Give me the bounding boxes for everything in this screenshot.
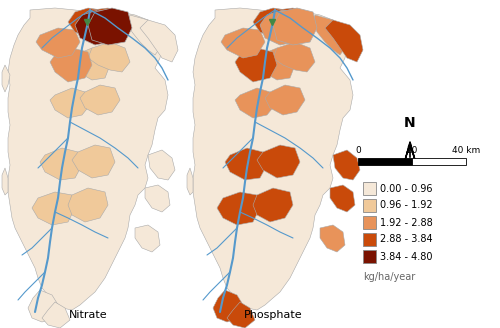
Text: 1.92 - 2.88: 1.92 - 2.88 xyxy=(380,217,433,228)
Polygon shape xyxy=(32,192,75,225)
Polygon shape xyxy=(260,10,303,45)
Polygon shape xyxy=(405,142,410,160)
Text: 2.88 - 3.84: 2.88 - 3.84 xyxy=(380,235,432,244)
Polygon shape xyxy=(140,20,178,62)
Polygon shape xyxy=(148,150,175,180)
Bar xyxy=(412,158,466,165)
Text: N: N xyxy=(404,116,416,130)
Text: 0.00 - 0.96: 0.00 - 0.96 xyxy=(380,183,432,194)
Polygon shape xyxy=(88,8,132,45)
Polygon shape xyxy=(265,85,305,115)
Polygon shape xyxy=(68,8,108,38)
Polygon shape xyxy=(410,142,415,160)
Polygon shape xyxy=(72,48,110,80)
Polygon shape xyxy=(330,185,355,212)
Polygon shape xyxy=(88,42,130,72)
Polygon shape xyxy=(8,8,168,310)
Polygon shape xyxy=(145,185,170,212)
Polygon shape xyxy=(85,8,125,40)
Polygon shape xyxy=(333,150,360,180)
Polygon shape xyxy=(320,225,345,252)
Text: Nitrate: Nitrate xyxy=(68,310,108,320)
Text: 0.96 - 1.92: 0.96 - 1.92 xyxy=(380,200,432,211)
Polygon shape xyxy=(313,15,347,55)
Polygon shape xyxy=(213,290,245,322)
Polygon shape xyxy=(80,85,120,115)
Polygon shape xyxy=(28,290,60,322)
Polygon shape xyxy=(225,148,267,180)
Text: 0: 0 xyxy=(355,146,361,155)
Bar xyxy=(363,199,376,212)
Polygon shape xyxy=(257,48,295,80)
Polygon shape xyxy=(235,48,277,82)
Text: kg/ha/year: kg/ha/year xyxy=(363,272,415,282)
Polygon shape xyxy=(50,88,90,118)
Polygon shape xyxy=(72,145,115,178)
Polygon shape xyxy=(75,10,118,45)
Polygon shape xyxy=(50,48,92,82)
Polygon shape xyxy=(68,188,108,222)
Polygon shape xyxy=(36,28,80,58)
Text: Phosphate: Phosphate xyxy=(244,310,302,320)
Polygon shape xyxy=(221,28,265,58)
Bar xyxy=(363,250,376,263)
Bar xyxy=(363,216,376,229)
Polygon shape xyxy=(187,168,193,195)
Polygon shape xyxy=(270,8,310,40)
Text: 20: 20 xyxy=(406,146,418,155)
Text: 3.84 - 4.80: 3.84 - 4.80 xyxy=(380,252,432,261)
Bar xyxy=(363,182,376,195)
Polygon shape xyxy=(257,145,300,178)
Polygon shape xyxy=(325,20,363,62)
Polygon shape xyxy=(42,302,70,328)
Polygon shape xyxy=(2,168,8,195)
Polygon shape xyxy=(2,65,10,92)
Polygon shape xyxy=(40,148,82,180)
Bar xyxy=(358,158,412,165)
Polygon shape xyxy=(253,8,293,38)
Polygon shape xyxy=(235,88,275,118)
Polygon shape xyxy=(128,15,162,55)
Polygon shape xyxy=(273,42,315,72)
Polygon shape xyxy=(273,8,317,45)
Polygon shape xyxy=(217,192,260,225)
Bar xyxy=(363,233,376,246)
Polygon shape xyxy=(253,188,293,222)
Polygon shape xyxy=(193,8,353,310)
Polygon shape xyxy=(227,302,255,328)
Text: 40 km: 40 km xyxy=(452,146,480,155)
Polygon shape xyxy=(135,225,160,252)
